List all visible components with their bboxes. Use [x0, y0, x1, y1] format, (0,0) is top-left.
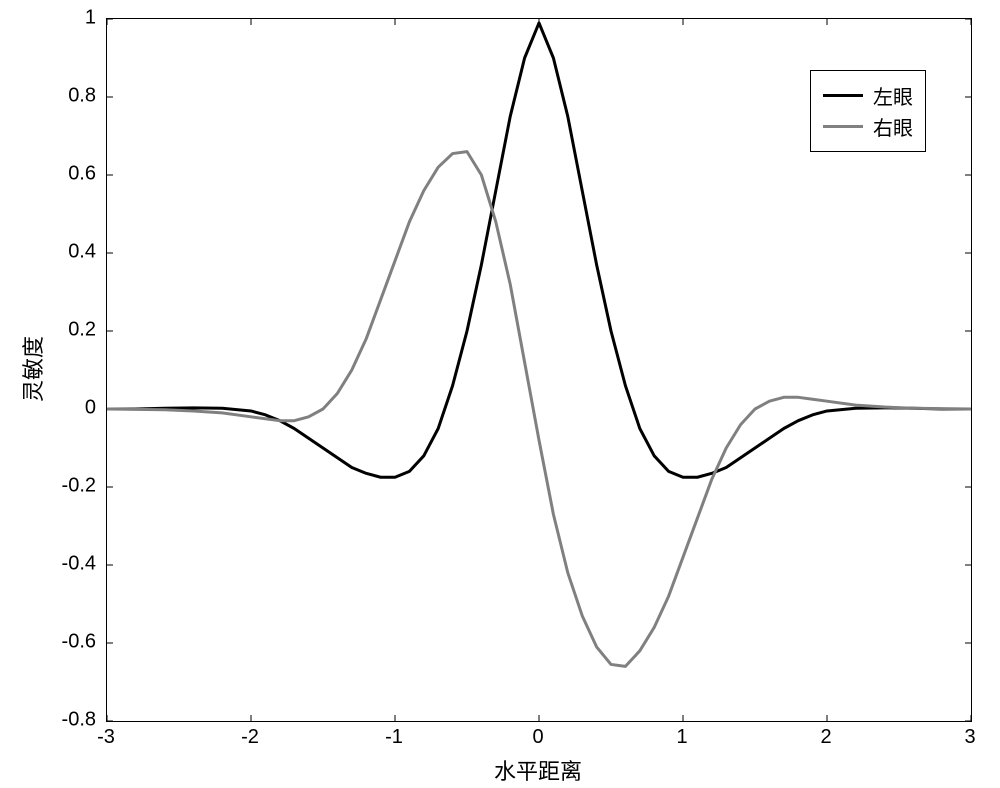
x-tick-label: -1	[385, 726, 403, 749]
legend: 左眼右眼	[810, 70, 926, 152]
y-tick-label: 1	[85, 7, 96, 30]
y-tick-label: -0.4	[62, 553, 96, 576]
x-tick-label: -3	[97, 726, 115, 749]
x-tick-label: 1	[676, 726, 687, 749]
y-axis-label: 灵敏度	[16, 336, 48, 402]
y-tick-label: 0.2	[68, 319, 96, 342]
legend-item: 左眼	[823, 81, 913, 110]
x-tick-label: -2	[241, 726, 259, 749]
chart-container: 灵敏度 水平距离 左眼右眼 -3 -2 -1 0 1 2 3 -0.8 -0.6 -0.4 -0.2…	[0, 0, 1000, 788]
y-tick-label: -0.8	[62, 709, 96, 732]
y-tick-label: -0.6	[62, 631, 96, 654]
y-tick-label: -0.2	[62, 475, 96, 498]
y-tick-label: 0.8	[68, 85, 96, 108]
x-tick-label: 2	[820, 726, 831, 749]
x-tick-label: 0	[532, 726, 543, 749]
x-axis-label: 水平距离	[494, 754, 582, 786]
legend-item: 右眼	[823, 112, 913, 141]
legend-swatch	[823, 125, 863, 128]
legend-label: 左眼	[873, 81, 913, 110]
x-tick-label: 3	[964, 726, 975, 749]
y-tick-label: 0.4	[68, 241, 96, 264]
y-tick-label: 0	[85, 397, 96, 420]
y-tick-label: 0.6	[68, 163, 96, 186]
legend-label: 右眼	[873, 112, 913, 141]
legend-swatch	[823, 94, 863, 97]
